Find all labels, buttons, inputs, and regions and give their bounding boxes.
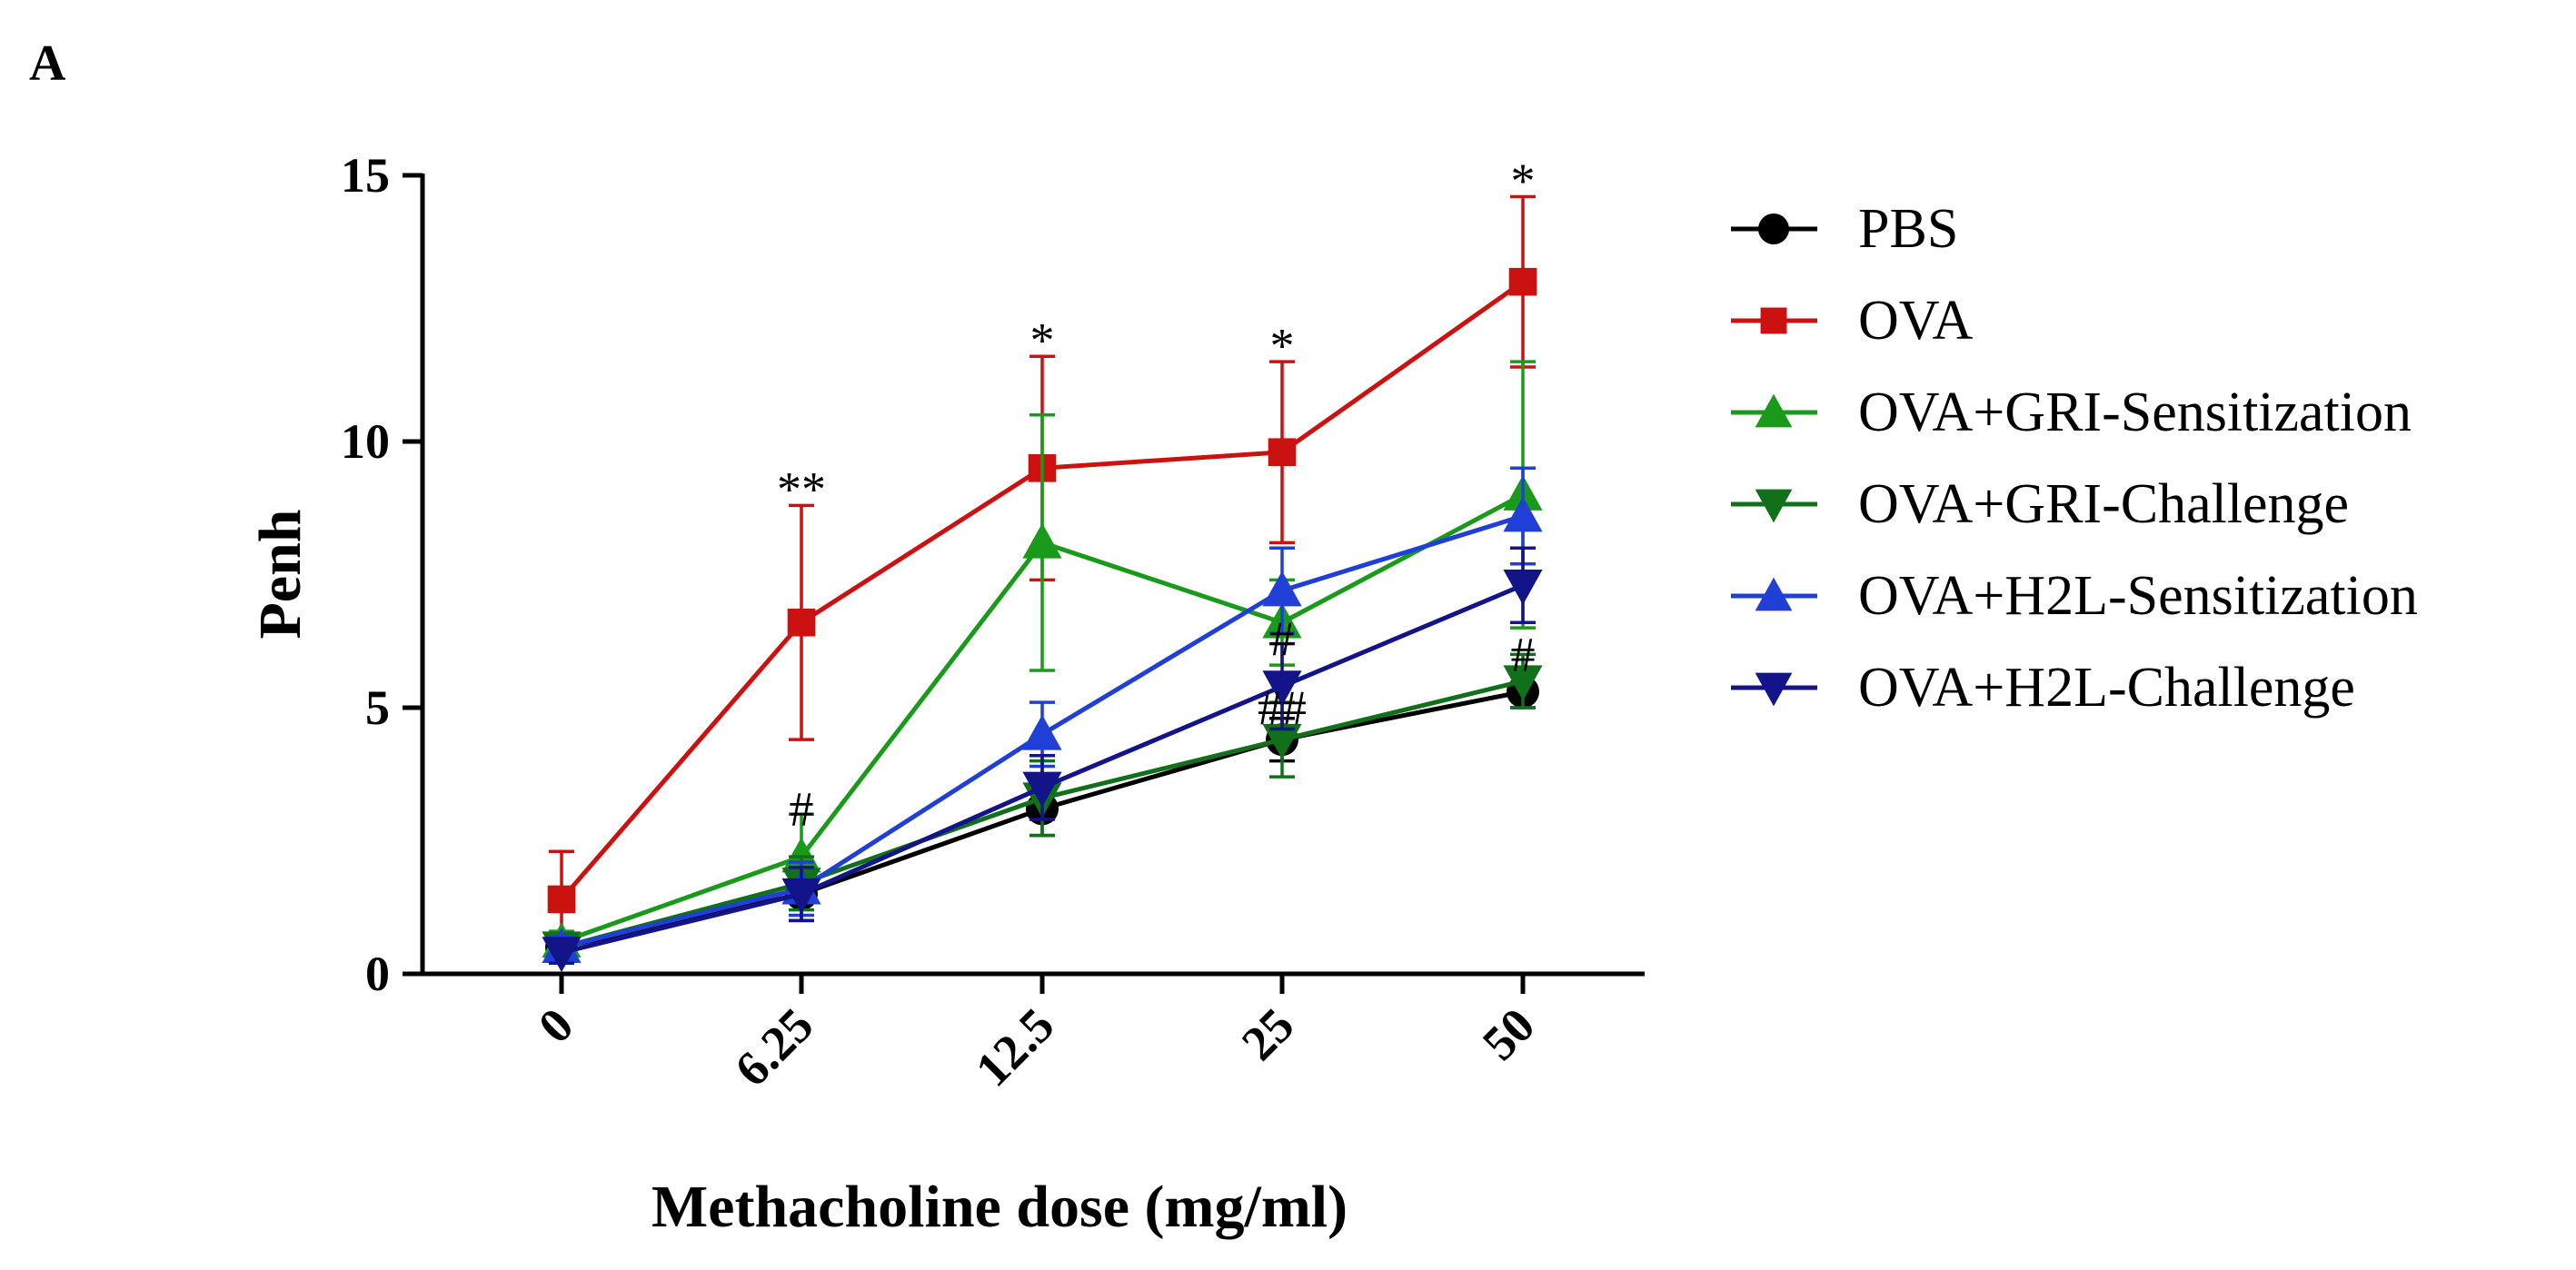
x-tick-label: 25 <box>1231 997 1305 1071</box>
legend: PBS OVA OVA+GRI-Sensitization OVA+GRI-Chall… <box>1731 198 2418 719</box>
data-point <box>1508 267 1537 296</box>
legend-marker <box>1755 489 1793 523</box>
legend-marker <box>1758 213 1789 244</box>
y-tick-label: 10 <box>341 414 390 469</box>
data-point <box>787 608 816 637</box>
x-tick-label: 50 <box>1472 997 1546 1071</box>
x-axis-title: Methacholine dose (mg/ml) <box>651 1174 1348 1240</box>
legend-label: PBS <box>1858 198 1958 260</box>
series-5 <box>542 546 1543 973</box>
data-point <box>781 878 821 914</box>
significance-mark: # <box>1270 611 1295 666</box>
data-point <box>542 937 582 973</box>
legend-item: OVA+GRI-Challenge <box>1731 473 2349 535</box>
legend-item: OVA <box>1731 290 1974 352</box>
legend-marker <box>1760 307 1787 334</box>
legend-label: OVA+H2L-Sensitization <box>1858 565 2418 627</box>
data-point <box>1022 522 1062 559</box>
significance-mark: ** <box>777 462 826 517</box>
y-tick-label: 15 <box>341 148 390 203</box>
data-point <box>1503 496 1543 532</box>
legend-marker <box>1755 577 1793 611</box>
series-2 <box>542 360 1543 958</box>
legend-label: OVA <box>1858 290 1974 352</box>
data-point <box>1262 670 1302 707</box>
data-point <box>1262 571 1302 607</box>
significance-mark: # <box>790 781 814 836</box>
series-4 <box>542 466 1543 963</box>
y-axis-title: Penh <box>247 509 313 639</box>
data-point <box>1022 714 1062 750</box>
significance-mark: * <box>1270 319 1295 373</box>
legend-item: PBS <box>1731 198 1958 260</box>
legend-item: OVA+H2L-Challenge <box>1731 657 2355 719</box>
panel-label: A <box>29 35 66 92</box>
legend-label: OVA+H2L-Challenge <box>1858 657 2355 719</box>
legend-item: OVA+H2L-Sensitization <box>1731 565 2418 627</box>
data-point <box>1503 569 1543 605</box>
data-point <box>1503 665 1543 701</box>
series-layer <box>542 194 1543 973</box>
legend-item: OVA+GRI-Sensitization <box>1731 382 2412 443</box>
x-tick-label: 0 <box>528 997 584 1054</box>
y-tick-label: 0 <box>365 947 390 1001</box>
x-tick-label: 12.5 <box>965 997 1064 1096</box>
data-point <box>1268 438 1297 467</box>
y-tick-label: 5 <box>365 680 390 735</box>
legend-label: OVA+GRI-Sensitization <box>1858 382 2412 443</box>
legend-marker <box>1755 393 1793 428</box>
data-point <box>547 885 576 914</box>
significance-mark: # <box>1511 627 1536 681</box>
significance-mark: ## <box>1258 680 1307 735</box>
legend-marker <box>1755 672 1793 707</box>
significance-mark: * <box>1030 313 1055 368</box>
axes: 0 5 10 15 0 6.25 12.5 25 50 <box>341 148 1645 1096</box>
annotations: **#* *###*# <box>777 154 1536 836</box>
legend-label: OVA+GRI-Challenge <box>1858 473 2349 535</box>
significance-mark: * <box>1511 154 1536 208</box>
x-tick-label: 6.25 <box>724 997 823 1096</box>
data-point <box>1022 771 1062 808</box>
data-point <box>1262 723 1302 759</box>
